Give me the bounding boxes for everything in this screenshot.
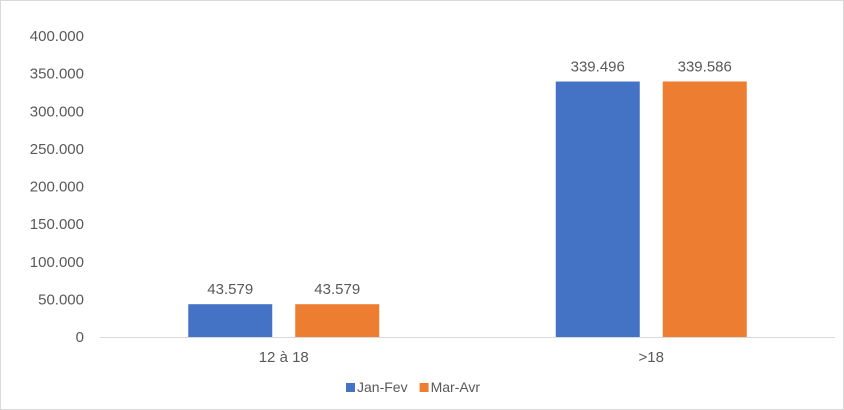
data-label: 43.579 <box>314 281 360 298</box>
data-labels: 43.579 43.579 339.496 339.586 <box>207 58 732 298</box>
y-tick-label: 350.000 <box>30 66 84 83</box>
bars <box>188 81 747 337</box>
legend-swatch <box>346 383 355 392</box>
bar-mar-avr-0 <box>295 304 380 337</box>
data-label: 43.579 <box>207 281 253 298</box>
bar-jan-fev-0 <box>188 304 273 337</box>
data-label: 339.496 <box>571 59 625 76</box>
legend-swatch <box>419 383 429 392</box>
data-label: 339.586 <box>678 58 732 75</box>
legend: Jan-Fev Mar-Avr <box>346 379 480 395</box>
y-tick-label: 0 <box>76 329 84 346</box>
x-category-label: 12 à 18 <box>259 349 309 366</box>
y-tick-label: 100.000 <box>30 254 84 271</box>
legend-label: Mar-Avr <box>431 379 481 395</box>
x-axis-categories: 12 à 18 >18 <box>259 349 664 366</box>
legend-label: Jan-Fev <box>357 379 408 395</box>
y-tick-label: 150.000 <box>30 216 84 233</box>
y-tick-label: 250.000 <box>30 141 84 158</box>
bar-mar-avr-1 <box>662 81 747 337</box>
y-tick-label: 200.000 <box>30 179 84 196</box>
y-tick-label: 400.000 <box>30 28 84 45</box>
y-axis-ticks: 0 50.000 100.000 150.000 200.000 250.000 300.0… <box>30 28 84 346</box>
y-tick-label: 300.000 <box>30 103 84 120</box>
y-tick-label: 50.000 <box>38 291 84 308</box>
bar-jan-fev-1 <box>555 81 640 337</box>
x-category-label: >18 <box>639 349 664 366</box>
